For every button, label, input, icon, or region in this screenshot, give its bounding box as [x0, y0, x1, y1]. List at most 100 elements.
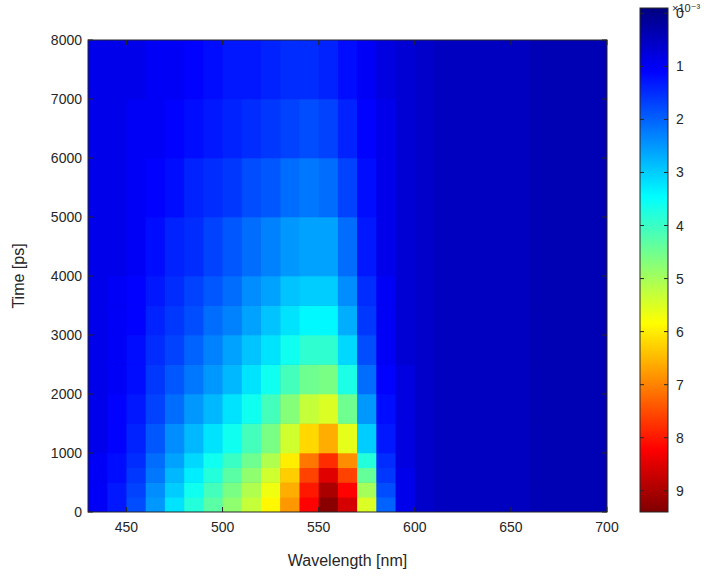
x-tick-label: 550: [307, 519, 331, 535]
cell: [453, 394, 473, 424]
cell: [472, 99, 492, 159]
cell: [126, 276, 146, 306]
cell: [338, 394, 358, 424]
cell: [88, 364, 108, 394]
y-tick-right: [602, 158, 607, 159]
cell: [338, 497, 358, 512]
cell: [434, 276, 454, 306]
cell: [396, 453, 416, 468]
cell: [549, 158, 569, 218]
cell: [299, 305, 319, 335]
cell: [299, 217, 319, 277]
cell: [299, 276, 319, 306]
cell: [357, 423, 377, 453]
x-tick-top: [126, 40, 127, 45]
cell: [588, 99, 607, 159]
cell: [146, 467, 166, 482]
cell: [280, 467, 300, 482]
cell: [530, 40, 550, 99]
cell: [165, 305, 185, 335]
cell: [126, 335, 146, 365]
cell: [107, 497, 127, 512]
cell: [242, 305, 262, 335]
cell: [203, 217, 223, 277]
cell: [357, 276, 377, 306]
cell: [261, 99, 281, 159]
cell: [376, 453, 396, 468]
y-tick: [88, 335, 93, 336]
colorbar-tick-right: [664, 331, 668, 332]
cell: [184, 99, 204, 159]
cell: [588, 217, 607, 277]
cell: [88, 99, 108, 159]
cell: [434, 335, 454, 365]
cell: [511, 364, 531, 394]
y-tick-right: [602, 217, 607, 218]
cell: [530, 423, 550, 453]
cell: [338, 305, 358, 335]
cell: [588, 482, 607, 497]
colorbar-tick-label: 8: [676, 430, 684, 446]
colorbar-tick-right: [664, 437, 668, 438]
cell: [549, 305, 569, 335]
y-tick-right: [602, 335, 607, 336]
cell: [280, 158, 300, 218]
cell: [434, 467, 454, 482]
cell: [453, 305, 473, 335]
y-tick-label: 7000: [51, 91, 82, 107]
cell: [569, 423, 589, 453]
cell: [569, 217, 589, 277]
cell: [511, 423, 531, 453]
cell: [415, 40, 435, 99]
cell: [588, 423, 607, 453]
cell: [549, 423, 569, 453]
cell: [203, 305, 223, 335]
cell: [415, 158, 435, 218]
cell: [472, 423, 492, 453]
cell: [434, 482, 454, 497]
cell: [453, 40, 473, 99]
cell: [376, 482, 396, 497]
cell: [549, 335, 569, 365]
cell: [319, 99, 339, 159]
cell: [415, 423, 435, 453]
cell: [146, 423, 166, 453]
cell: [396, 467, 416, 482]
cell: [319, 335, 339, 365]
cell: [569, 276, 589, 306]
cell: [453, 423, 473, 453]
cell: [203, 482, 223, 497]
cell: [338, 482, 358, 497]
cell: [434, 423, 454, 453]
cell: [184, 276, 204, 306]
cell: [223, 453, 243, 468]
cell: [415, 394, 435, 424]
colorbar-tick: [640, 437, 644, 438]
cell: [280, 305, 300, 335]
cell: [569, 335, 589, 365]
cell: [511, 217, 531, 277]
cell: [126, 364, 146, 394]
cell: [376, 158, 396, 218]
cell: [299, 423, 319, 453]
cell: [319, 482, 339, 497]
cell: [126, 467, 146, 482]
cell: [126, 423, 146, 453]
cell: [203, 423, 223, 453]
cell: [472, 305, 492, 335]
cell: [126, 482, 146, 497]
x-tick-label: 500: [211, 519, 235, 535]
cell: [319, 497, 339, 512]
cell: [511, 394, 531, 424]
cell: [588, 335, 607, 365]
colorbar-tick: [640, 119, 644, 120]
cell: [184, 40, 204, 99]
y-axis-title: Time [ps]: [10, 243, 27, 308]
cell: [472, 40, 492, 99]
x-tick: [126, 507, 127, 512]
cell: [280, 453, 300, 468]
cell: [107, 40, 127, 99]
cell: [184, 423, 204, 453]
cell: [338, 423, 358, 453]
cell: [261, 335, 281, 365]
